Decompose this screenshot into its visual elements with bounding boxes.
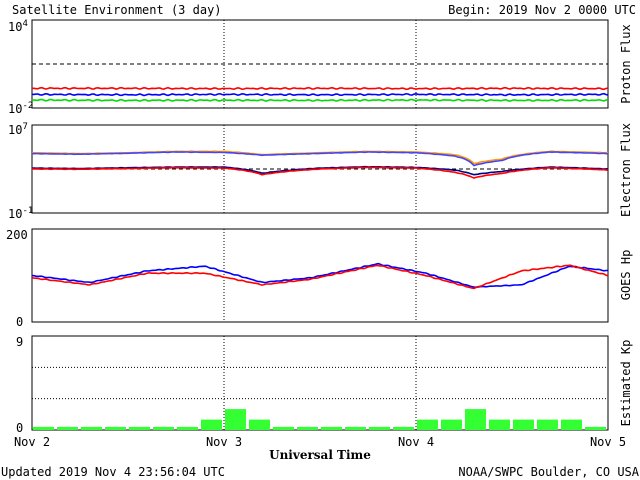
- kp-bar: [201, 420, 222, 430]
- kp-bar: [585, 427, 606, 430]
- proton-series-group: [32, 88, 608, 102]
- goes-ytick-top: 200: [6, 228, 28, 242]
- proton-series-line-1: [32, 94, 608, 96]
- goes-ytick-bottom: 0: [16, 315, 23, 329]
- electron-ytick-bottom: 10-1: [8, 206, 33, 221]
- updated-label: Updated 2019 Nov 4 23:56:04 UTC: [1, 465, 225, 479]
- kp-bar: [225, 409, 246, 430]
- kp-bar: [393, 427, 414, 430]
- kp-bar: [489, 420, 510, 430]
- xtick-nov5: Nov 5: [590, 435, 626, 449]
- kp-bar: [369, 427, 390, 430]
- kp-ylabel: Estimated Kp: [619, 340, 633, 427]
- electron-ytick-top: 107: [8, 122, 28, 137]
- proton-ytick-top: 104: [8, 19, 28, 34]
- proton-ylabel: Proton Flux: [619, 24, 633, 103]
- kp-bar: [105, 427, 126, 430]
- goes-panel: 200 0 GOES Hp: [6, 228, 633, 329]
- goes-series-line-0: [32, 264, 608, 288]
- plot-title: Satellite Environment (3 day): [12, 3, 222, 17]
- kp-bar: [297, 427, 318, 430]
- kp-bar: [345, 427, 366, 430]
- xtick-nov2: Nov 2: [14, 435, 50, 449]
- kp-bar: [273, 427, 294, 430]
- goes-ylabel: GOES Hp: [619, 250, 633, 301]
- electron-series-group: [32, 151, 608, 178]
- kp-bar: [129, 427, 150, 430]
- kp-bar: [465, 409, 486, 430]
- xtick-nov4: Nov 4: [398, 435, 434, 449]
- proton-series-line-0: [32, 88, 608, 90]
- xtick-nov3: Nov 3: [206, 435, 242, 449]
- proton-panel: 104 10-2 Proton Flux: [8, 19, 633, 116]
- kp-bars-group: [33, 409, 606, 430]
- kp-ytick-bottom: 0: [16, 421, 23, 435]
- proton-series-line-2: [32, 99, 608, 101]
- kp-bar: [417, 420, 438, 430]
- begin-label: Begin: 2019 Nov 2 0000 UTC: [448, 3, 636, 17]
- kp-bar: [153, 427, 174, 430]
- kp-bar: [81, 427, 102, 430]
- kp-bar: [441, 420, 462, 430]
- kp-bar: [33, 427, 54, 430]
- kp-frame: [32, 336, 608, 430]
- kp-bar: [177, 427, 198, 430]
- proton-ytick-bottom: 10-2: [8, 101, 33, 116]
- kp-bar: [513, 420, 534, 430]
- electron-panel: 107 10-1 Electron Flux: [8, 122, 633, 221]
- kp-bar: [57, 427, 78, 430]
- credit-label: NOAA/SWPC Boulder, CO USA: [458, 465, 639, 479]
- kp-bar: [537, 420, 558, 430]
- goes-series-group: [32, 264, 608, 289]
- kp-bar: [321, 427, 342, 430]
- kp-ytick-top: 9: [16, 335, 23, 349]
- kp-bar: [249, 420, 270, 430]
- x-axis-title: Universal Time: [269, 448, 371, 462]
- kp-bar: [561, 420, 582, 430]
- electron-ylabel: Electron Flux: [619, 123, 633, 217]
- kp-panel: 9 0 Estimated Kp: [16, 335, 633, 435]
